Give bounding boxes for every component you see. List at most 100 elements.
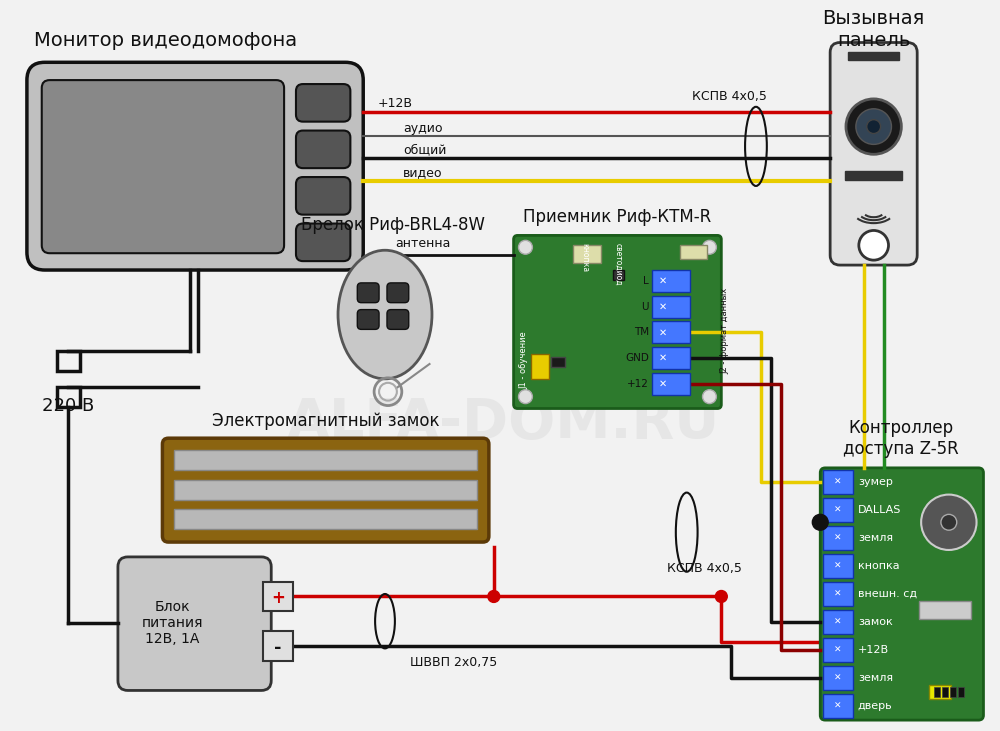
- Bar: [823, 694, 853, 718]
- Bar: [57, 387, 80, 406]
- Circle shape: [715, 591, 727, 602]
- Text: ✕: ✕: [834, 673, 842, 683]
- Ellipse shape: [338, 250, 432, 379]
- Text: J1 - обучение: J1 - обучение: [519, 331, 528, 389]
- Text: ✕: ✕: [659, 353, 667, 363]
- Text: Блок
питания
12В, 1А: Блок питания 12В, 1А: [142, 600, 203, 646]
- Text: зумер: зумер: [858, 477, 893, 487]
- Circle shape: [488, 591, 500, 602]
- Bar: [845, 171, 902, 180]
- Text: ✕: ✕: [834, 534, 842, 542]
- FancyBboxPatch shape: [162, 438, 489, 542]
- FancyBboxPatch shape: [296, 177, 350, 215]
- Text: GND: GND: [625, 353, 649, 363]
- Text: ✕: ✕: [834, 618, 842, 626]
- FancyBboxPatch shape: [42, 80, 284, 253]
- Bar: [823, 638, 853, 662]
- Text: ✕: ✕: [659, 379, 667, 389]
- Bar: [823, 610, 853, 634]
- FancyBboxPatch shape: [357, 283, 379, 303]
- Text: ✕: ✕: [659, 302, 667, 311]
- Text: DALLAS: DALLAS: [858, 505, 901, 515]
- Bar: [950, 687, 956, 697]
- Text: ✕: ✕: [834, 505, 842, 515]
- Text: ALFA-DOM.RU: ALFA-DOM.RU: [287, 396, 720, 450]
- Bar: [174, 510, 477, 529]
- Circle shape: [846, 99, 901, 154]
- Bar: [263, 631, 293, 661]
- Text: +12В: +12В: [858, 645, 889, 655]
- Text: ✕: ✕: [659, 327, 667, 337]
- Circle shape: [867, 120, 881, 134]
- FancyBboxPatch shape: [387, 283, 409, 303]
- Bar: [848, 53, 899, 61]
- Text: +12: +12: [627, 379, 649, 389]
- Circle shape: [519, 240, 532, 254]
- Text: антенна: антенна: [395, 238, 450, 250]
- Bar: [934, 687, 940, 697]
- Circle shape: [921, 495, 977, 550]
- Text: ✕: ✕: [659, 276, 667, 286]
- Circle shape: [703, 390, 716, 404]
- Text: ✕: ✕: [834, 477, 842, 486]
- Bar: [823, 554, 853, 578]
- Circle shape: [703, 240, 716, 254]
- Text: U: U: [642, 302, 649, 311]
- Text: 220 В: 220 В: [42, 397, 95, 414]
- Text: замок: замок: [858, 617, 893, 627]
- Circle shape: [859, 230, 889, 260]
- FancyBboxPatch shape: [820, 468, 983, 720]
- Bar: [613, 270, 624, 280]
- Text: Электромагнитный замок: Электромагнитный замок: [212, 412, 439, 431]
- Bar: [823, 526, 853, 550]
- Text: светодиод: светодиод: [614, 243, 623, 286]
- Text: земля: земля: [858, 673, 893, 683]
- Bar: [174, 480, 477, 499]
- Text: ✕: ✕: [834, 561, 842, 570]
- Text: J2 - формат данных: J2 - формат данных: [721, 288, 730, 374]
- Circle shape: [812, 515, 828, 530]
- Bar: [823, 470, 853, 494]
- Text: ✕: ✕: [834, 702, 842, 711]
- FancyBboxPatch shape: [296, 131, 350, 168]
- Bar: [823, 666, 853, 690]
- Circle shape: [941, 515, 957, 530]
- Text: Контроллер
доступа Z-5R: Контроллер доступа Z-5R: [843, 419, 959, 458]
- Text: кнопка: кнопка: [858, 561, 899, 571]
- FancyBboxPatch shape: [514, 235, 721, 409]
- Text: ШВВП 2х0,75: ШВВП 2х0,75: [410, 656, 497, 669]
- Bar: [680, 246, 707, 260]
- Text: видео: видео: [403, 166, 442, 179]
- Circle shape: [519, 390, 532, 404]
- Bar: [652, 373, 690, 395]
- Text: дверь: дверь: [858, 701, 892, 711]
- Bar: [942, 687, 948, 697]
- Bar: [823, 498, 853, 522]
- FancyBboxPatch shape: [296, 224, 350, 261]
- Bar: [958, 687, 964, 697]
- Text: общий: общий: [403, 143, 446, 156]
- FancyBboxPatch shape: [296, 84, 350, 121]
- Text: +: +: [271, 589, 285, 607]
- Text: -: -: [274, 639, 282, 657]
- FancyBboxPatch shape: [118, 557, 271, 691]
- Bar: [919, 602, 971, 619]
- Bar: [652, 322, 690, 344]
- Circle shape: [856, 109, 891, 145]
- FancyBboxPatch shape: [357, 310, 379, 330]
- Text: Брелок Риф-BRL4-8W: Брелок Риф-BRL4-8W: [301, 216, 485, 234]
- Bar: [174, 450, 477, 470]
- Text: земля: земля: [858, 533, 893, 543]
- Text: L: L: [643, 276, 649, 286]
- FancyBboxPatch shape: [830, 42, 917, 265]
- Bar: [652, 270, 690, 292]
- Bar: [57, 351, 80, 371]
- Text: ✕: ✕: [834, 645, 842, 654]
- Bar: [823, 582, 853, 606]
- Bar: [652, 296, 690, 317]
- Bar: [263, 582, 293, 611]
- Text: TM: TM: [634, 327, 649, 337]
- Text: Приемник Риф-КТМ-R: Приемник Риф-КТМ-R: [523, 208, 712, 226]
- Text: Монитор видеодомофона: Монитор видеодомофона: [34, 31, 297, 50]
- Bar: [929, 686, 951, 700]
